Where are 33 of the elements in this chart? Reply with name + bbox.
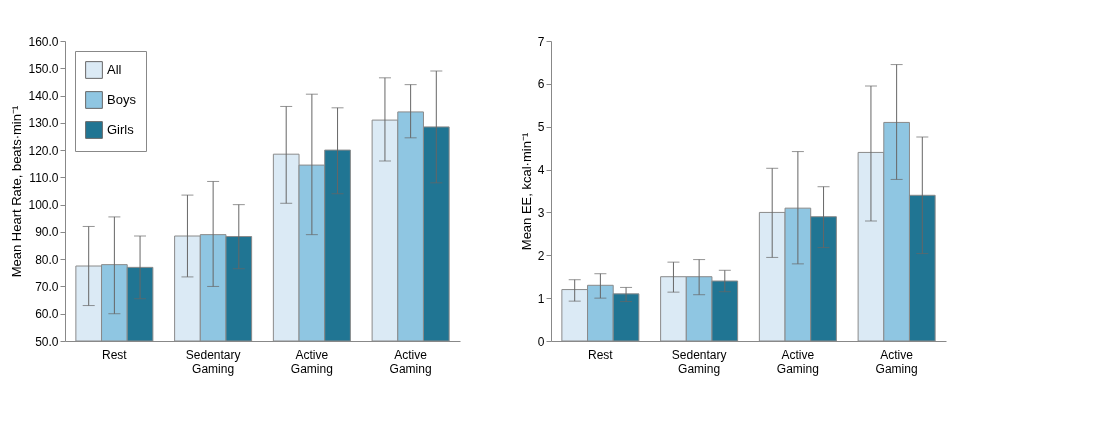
y-tick-label: 120.0 <box>28 143 59 158</box>
x-tick-label: Rest <box>588 347 614 362</box>
legend-label: All <box>107 62 122 77</box>
y-tick-label: 5 <box>537 120 545 135</box>
x-tick-label: Sedentary Gaming <box>671 347 727 376</box>
y-tick-label: 130.0 <box>28 116 59 131</box>
y-tick-label: 6 <box>537 77 545 92</box>
y-tick-label: 60.0 <box>35 307 59 322</box>
y-tick-label: 160.0 <box>28 34 59 49</box>
y-tick-label: 100.0 <box>28 198 59 213</box>
y-axis-title: Mean EE, kcal·min⁻¹ <box>518 132 534 251</box>
x-tick-label: Active Gaming <box>776 347 819 376</box>
y-tick-label: 150.0 <box>28 61 59 76</box>
y-tick-label: 70.0 <box>35 279 59 294</box>
x-tick-label: Active Gaming <box>290 347 333 376</box>
y-tick-label: 140.0 <box>28 89 59 104</box>
legend-label: Boys <box>107 92 137 107</box>
y-tick-label: 2 <box>537 248 545 263</box>
y-tick-label: 50.0 <box>35 334 59 349</box>
x-tick-label: Sedentary Gaming <box>185 347 241 376</box>
y-tick-label: 1 <box>537 291 545 306</box>
y-tick-label: 4 <box>537 163 545 178</box>
y-tick-label: 3 <box>537 205 545 220</box>
x-tick-label: Active Gaming <box>389 347 432 376</box>
y-tick-label: 80.0 <box>35 252 59 267</box>
y-tick-label: 7 <box>537 34 545 49</box>
y-axis-title: Mean Heart Rate, beats·min⁻¹ <box>9 105 25 278</box>
x-tick-label: Active Gaming <box>875 347 918 376</box>
y-tick-label: 0 <box>537 334 545 349</box>
x-tick-label: Rest <box>102 347 128 362</box>
y-tick-label: 110.0 <box>29 170 59 185</box>
y-tick-label: 90.0 <box>35 225 59 240</box>
legend-label: Girls <box>107 122 135 137</box>
